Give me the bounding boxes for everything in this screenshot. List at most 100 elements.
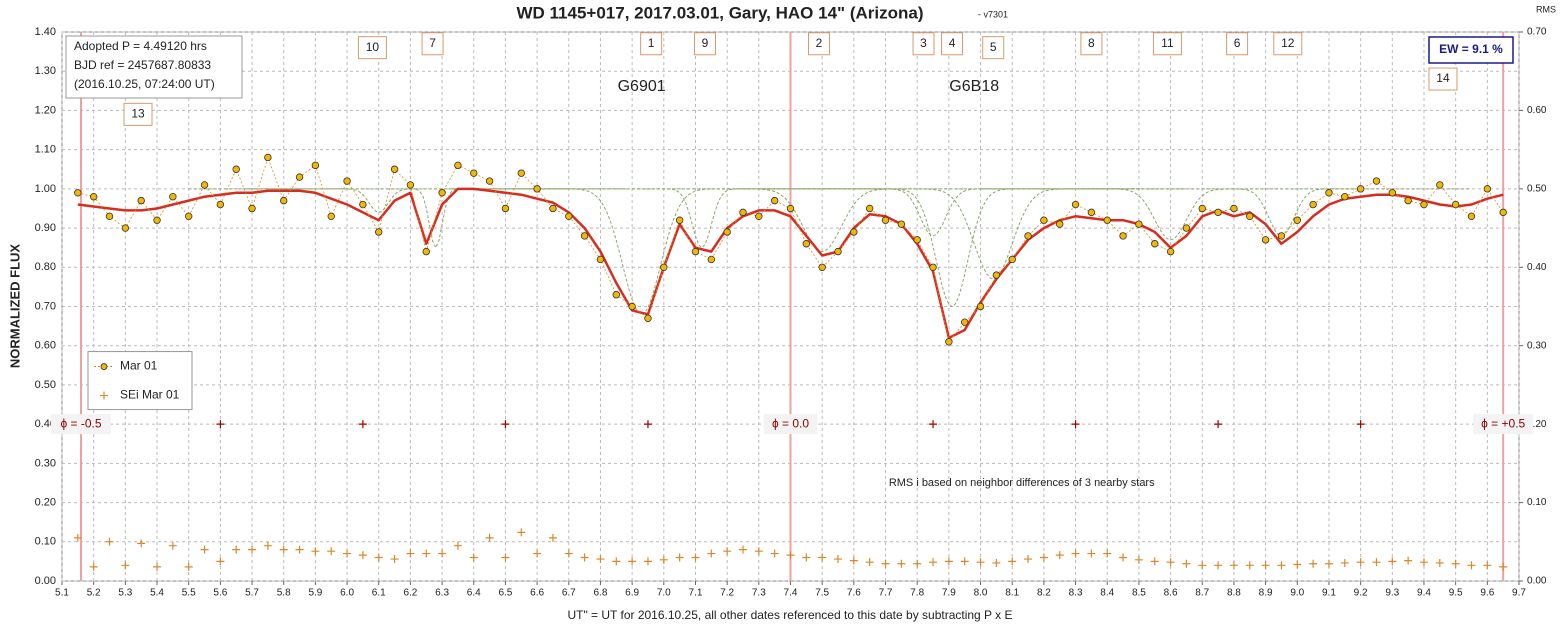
flux-point	[786, 204, 795, 213]
dip-component	[980, 188, 1361, 241]
y-tick-label: 0.20	[35, 496, 56, 508]
sei-point	[1467, 561, 1476, 570]
flux-point	[1467, 212, 1476, 221]
sei-point	[1008, 557, 1017, 566]
phase-marker	[358, 420, 367, 429]
sei-point	[121, 561, 130, 570]
sei-point	[406, 549, 415, 558]
phase-marker-cross	[643, 420, 652, 429]
sei-point	[675, 553, 684, 562]
sei-point	[390, 555, 399, 564]
flux-point	[280, 196, 288, 205]
sei-point	[881, 559, 890, 568]
sei-point	[754, 547, 763, 556]
flux-point	[1246, 212, 1254, 221]
phase-marker-cross	[358, 420, 367, 429]
flux-point	[359, 200, 367, 209]
flux-point	[1261, 236, 1270, 244]
sei-point	[501, 553, 510, 562]
fit-line	[77, 187, 1504, 340]
x-tick-label: 5.7	[245, 588, 259, 599]
annotation-box	[693, 32, 716, 56]
flux-point	[470, 169, 478, 177]
x-tick-label: 8.4	[1100, 588, 1114, 599]
flux-point	[976, 302, 985, 311]
x-tick-label: 9.7	[1512, 588, 1526, 599]
annotation: 11	[1161, 36, 1174, 50]
sei-point	[1340, 558, 1349, 567]
y-tick-label: 1.00	[35, 183, 56, 195]
annotation-box	[912, 32, 935, 56]
annotation-box	[1226, 32, 1249, 56]
phase-marker	[501, 420, 510, 429]
x-tick-label: 7.4	[784, 588, 798, 599]
sei-point	[374, 553, 383, 562]
x-tick-label: 5.6	[213, 588, 227, 599]
annotation-box	[421, 32, 444, 56]
sei-point	[1324, 559, 1333, 568]
info-line: Adopted P = 4.49120 hrs	[74, 39, 207, 53]
sei-point	[1404, 556, 1413, 565]
sei-point	[659, 555, 668, 564]
y-tick-label: 0.10	[35, 536, 56, 548]
ew-label: EW = 9.1 %	[1439, 42, 1503, 56]
flux-point	[216, 200, 225, 209]
flux-point	[549, 204, 557, 213]
flux-point	[1356, 185, 1365, 193]
y-tick-label: 1.10	[35, 144, 56, 156]
sei-point	[1483, 561, 1492, 570]
x-tick-label: 6.7	[562, 588, 576, 599]
annotation-box	[1428, 67, 1458, 91]
x-tick-label: 8.0	[974, 588, 988, 599]
x-tick-label: 5.8	[277, 588, 291, 599]
sei-point	[1419, 558, 1428, 567]
sei-point	[913, 559, 922, 568]
chart-subtitle: - v7301	[978, 9, 1008, 19]
phase-marker-cross	[1071, 420, 1080, 429]
sei-point	[548, 533, 557, 542]
flux-point	[1436, 181, 1444, 189]
flux-point	[723, 228, 731, 236]
legend-label: SEi Mar 01	[120, 388, 180, 402]
flux-point	[707, 255, 716, 264]
sei-point	[944, 557, 953, 566]
flux-point	[755, 212, 763, 221]
annotation: 6	[1234, 36, 1241, 50]
flux-point	[1040, 216, 1048, 224]
sei-point	[279, 545, 288, 554]
sei-point	[628, 557, 637, 566]
x-tick-label: 5.3	[118, 588, 132, 599]
annotation-box	[123, 102, 153, 126]
annotation: 1	[648, 36, 655, 50]
flux-point	[881, 216, 890, 224]
x-tick-label: 8.5	[1132, 588, 1146, 599]
annotation: 9	[702, 36, 709, 50]
flux-point	[850, 228, 858, 236]
sei-point	[1245, 561, 1254, 570]
sei-point	[612, 557, 621, 566]
flux-point	[501, 204, 510, 213]
x-tick-label: 6.6	[530, 588, 544, 599]
phase-label: ϕ = +0.5	[1481, 416, 1525, 430]
y2-tick-label: 0.10	[1527, 497, 1547, 508]
sei-point	[1071, 549, 1080, 558]
x-tick-label: 7.3	[752, 588, 766, 599]
y-tick-label: 1.40	[35, 26, 56, 38]
annotation: 10	[366, 40, 380, 54]
x-tick-label: 7.5	[815, 588, 829, 599]
x-tick-label: 5.9	[308, 588, 322, 599]
flux-point	[517, 169, 525, 177]
flux-point	[1135, 220, 1143, 228]
flux-point	[1056, 220, 1064, 228]
sei-point	[1119, 553, 1128, 562]
flux-point	[739, 208, 747, 217]
y2-tick-label: 0.30	[1527, 340, 1547, 351]
flux-point	[327, 212, 335, 221]
note: RMS i based on neighbor differences of 3…	[889, 477, 1155, 489]
sei-point	[691, 553, 700, 562]
x-tick-label: 7.2	[720, 588, 734, 599]
flux-point	[121, 224, 130, 232]
annotation: 3	[920, 36, 927, 50]
flux-point	[1372, 177, 1381, 185]
flux-point	[1230, 204, 1238, 213]
